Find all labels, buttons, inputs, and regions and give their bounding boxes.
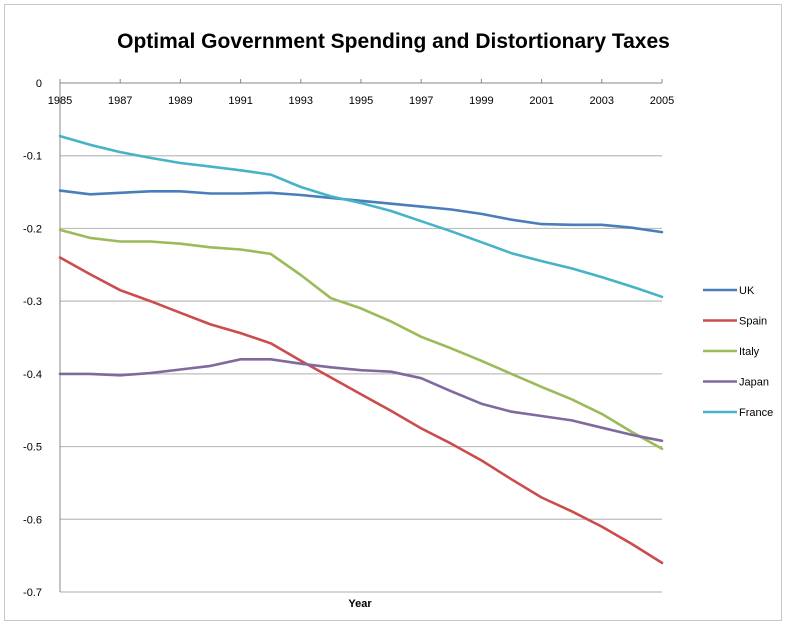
x-tick-label: 1987: [108, 95, 132, 107]
legend-label-france: France: [739, 407, 773, 419]
y-tick-label: -0.7: [23, 587, 42, 599]
x-tick-label: 2003: [590, 95, 614, 107]
series-line-france: [58, 134, 664, 299]
x-tick-label: 1985: [48, 95, 72, 107]
x-axis-ticks: 1985 1987 1989 1991 1993 1995 1997 1999 2001 2003…: [48, 79, 674, 107]
x-tick-label: 1995: [349, 95, 373, 107]
legend-label-spain: Spain: [739, 316, 767, 328]
y-tick-label: -0.3: [23, 296, 42, 308]
legend-label-uk: UK: [739, 285, 755, 297]
chart-title: Optimal Government Spending and Distorti…: [117, 30, 670, 53]
series-line-uk: [58, 189, 664, 234]
x-tick-label: 1993: [289, 95, 313, 107]
series-line-japan: [58, 357, 664, 443]
legend-label-japan: Japan: [739, 377, 769, 389]
y-tick-label: -0.5: [23, 442, 42, 454]
series-line-spain: [58, 256, 664, 565]
x-tick-label: 1997: [409, 95, 433, 107]
series-lines: [58, 134, 664, 565]
x-tick-label: 2005: [650, 95, 674, 107]
y-tick-label: -0.4: [23, 369, 42, 381]
y-tick-label: -0.6: [23, 514, 42, 526]
y-tick-label: -0.2: [23, 223, 42, 235]
x-axis-title: Year: [348, 598, 372, 610]
gridlines: [59, 82, 662, 593]
legend: UK Spain Italy Japan France: [703, 285, 773, 419]
legend-label-italy: Italy: [739, 346, 760, 358]
x-tick-label: 2001: [529, 95, 553, 107]
x-tick-label: 1991: [228, 95, 252, 107]
chart-frame: [4, 4, 782, 621]
y-tick-label: -0.1: [23, 151, 42, 163]
x-tick-label: 1989: [168, 95, 192, 107]
y-axis-ticks: 0 -0.1 -0.2 -0.3 -0.4 -0.5 -0.6 -0.7: [23, 78, 42, 599]
x-tick-label: 1999: [469, 95, 493, 107]
series-line-italy: [58, 228, 664, 451]
y-tick-label: 0: [36, 78, 42, 90]
